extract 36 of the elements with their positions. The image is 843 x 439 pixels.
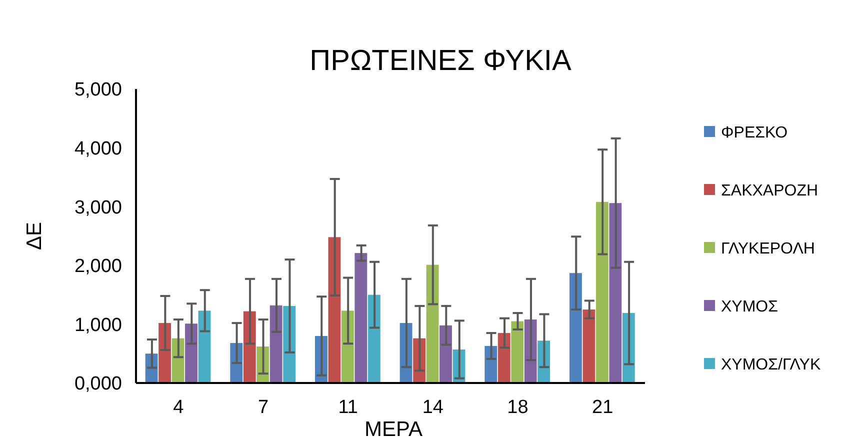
x-tick-label: 14 [422, 397, 444, 418]
bar [609, 203, 622, 383]
bar [354, 253, 368, 383]
chart-title: ΠΡΩΤΕΙΝΕΣ ΦΥΚΙΑ [310, 45, 572, 77]
bar [185, 324, 198, 383]
bar [368, 294, 380, 383]
bar [498, 333, 510, 383]
x-tick-label: 4 [173, 397, 184, 418]
legend-label: ΣΑΚΧΑΡΟΖΗ [721, 182, 818, 200]
legend-label: ΧΥΜΟΣ [721, 298, 778, 316]
y-axis-title: ΔΕ [23, 222, 46, 250]
x-tick-label: 11 [338, 397, 358, 418]
legend-label: ΧΥΜΟΣ/ΓΛΥΚ [721, 356, 821, 374]
legend-label: ΓΛΥΚΕΡΟΛΗ [721, 240, 815, 258]
x-tick-label: 7 [258, 397, 269, 418]
y-tick-label: 5,000 [74, 80, 122, 101]
y-tick-label: 0,000 [74, 374, 122, 395]
bar [484, 346, 498, 383]
legend-label: ΦΡΕΣΚΟ [721, 124, 788, 142]
bar [328, 237, 341, 383]
x-tick-label: 18 [507, 397, 528, 418]
bar [270, 305, 282, 383]
y-tick-label: 4,000 [74, 138, 122, 160]
bar [511, 321, 524, 383]
bar [570, 273, 582, 383]
y-tick-label: 3,000 [74, 197, 122, 218]
bar [596, 202, 608, 383]
x-axis-title: ΜΕΡΑ [364, 418, 422, 439]
y-tick-label: 1,000 [74, 314, 122, 336]
bar [198, 310, 211, 383]
bar [440, 325, 452, 383]
bar [426, 264, 439, 383]
y-tick-label: 2,000 [74, 256, 122, 278]
bar [582, 310, 596, 383]
x-tick-label: 21 [592, 397, 614, 418]
bar [341, 310, 354, 383]
